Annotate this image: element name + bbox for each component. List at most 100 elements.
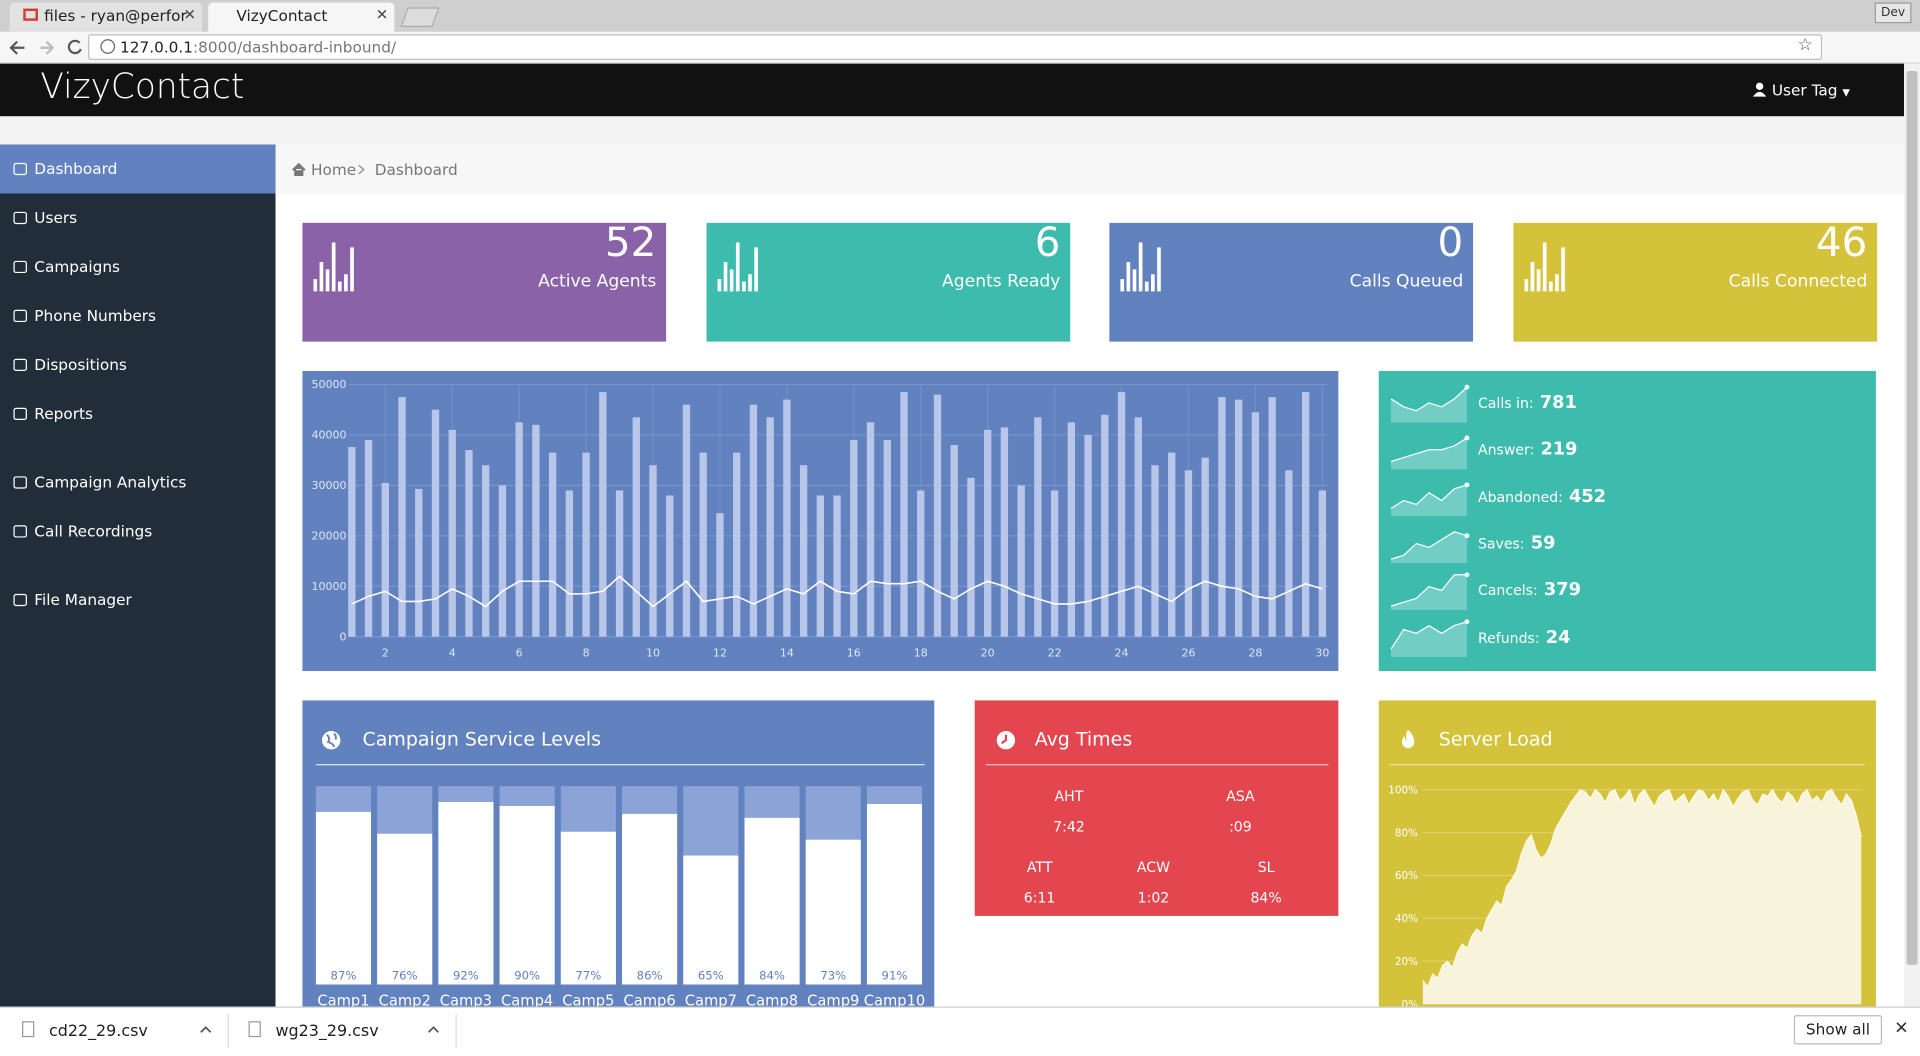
time-label: ACW xyxy=(1136,858,1171,876)
bar xyxy=(744,817,800,985)
chevron[interactable] xyxy=(427,1025,439,1035)
bar xyxy=(749,404,758,637)
stat-tile[interactable] xyxy=(706,222,1071,342)
bar xyxy=(917,490,925,637)
bar-label: 76% xyxy=(392,969,418,983)
nav-buttons[interactable] xyxy=(0,32,98,64)
sidebar-item[interactable]: Phone Numbers xyxy=(34,306,157,325)
x-tick-label: 10 xyxy=(646,646,660,659)
bar-label: 84% xyxy=(759,969,785,983)
profile-badge[interactable]: Dev xyxy=(1874,2,1912,24)
tab-active[interactable] xyxy=(208,2,395,32)
category-label: Camp4 xyxy=(501,992,553,1009)
stat-tile[interactable] xyxy=(1109,222,1474,342)
sidebar-active xyxy=(0,144,276,194)
bar xyxy=(805,839,861,985)
tab-close[interactable]: ✕ xyxy=(375,6,389,24)
sparkline-dot xyxy=(1464,619,1470,625)
bar-label: 77% xyxy=(575,969,601,983)
stat-value: 24 xyxy=(1545,627,1571,648)
sparkline-area xyxy=(1391,387,1467,423)
user-name: User Tag xyxy=(1771,80,1838,100)
bar xyxy=(1034,417,1042,637)
sidebar-item[interactable]: Campaign Analytics xyxy=(34,472,187,492)
bar-label: 90% xyxy=(514,969,540,983)
bar xyxy=(364,439,373,637)
sidebar-item[interactable]: File Manager xyxy=(34,590,132,609)
bar xyxy=(415,488,423,637)
bar xyxy=(1050,490,1059,637)
bar xyxy=(582,452,590,637)
time-label: ATT xyxy=(1026,858,1053,876)
sidebar-item[interactable]: Reports xyxy=(34,404,94,423)
x-tick-label: 20 xyxy=(981,646,995,659)
bar xyxy=(1234,399,1243,637)
bar xyxy=(1168,452,1176,637)
show-all-button[interactable]: Show all xyxy=(1793,1015,1883,1045)
tab-title: files - ryan@perfor xyxy=(44,6,187,25)
tile-value: 46 xyxy=(1815,217,1868,266)
globe-icon xyxy=(322,731,341,750)
bar xyxy=(900,392,908,637)
bar xyxy=(1184,470,1193,637)
sidebar-icon xyxy=(13,593,27,607)
area-fill xyxy=(1422,789,1862,1005)
breadcrumb-home[interactable]: Home xyxy=(311,160,357,179)
home-icon xyxy=(292,162,306,177)
bar xyxy=(967,477,975,637)
tab[interactable] xyxy=(9,2,203,32)
category-label: Camp3 xyxy=(440,992,492,1009)
sparkline-dot xyxy=(1464,384,1470,390)
file-icon xyxy=(248,1021,261,1038)
bar-label: 91% xyxy=(882,969,908,983)
user-menu[interactable]: User Tag ▼ xyxy=(1771,80,1850,100)
url: 127.0.0.1:8000/dashboard-inbound/ xyxy=(120,38,396,56)
bar xyxy=(532,424,540,637)
close-downloads[interactable]: ✕ xyxy=(1894,1018,1909,1039)
brand[interactable]: VizyContact xyxy=(40,66,245,107)
bar xyxy=(448,429,456,637)
bar xyxy=(1201,457,1209,637)
sidebar-item[interactable]: Call Recordings xyxy=(34,521,153,541)
url-path: :8000/dashboard-inbound/ xyxy=(193,37,397,57)
sparkline-dot xyxy=(1464,572,1470,578)
download-item[interactable]: wg23_29.csv xyxy=(275,1022,379,1041)
bar xyxy=(1301,392,1310,637)
tab-close[interactable]: ✕ xyxy=(183,6,196,24)
scroll-thumb[interactable] xyxy=(1906,71,1918,965)
y-tick-label: 80% xyxy=(1395,827,1418,839)
divider xyxy=(315,764,925,766)
sparkline xyxy=(1390,531,1468,560)
bar xyxy=(548,452,557,637)
bar xyxy=(866,422,875,637)
stat-tile[interactable] xyxy=(1513,222,1878,342)
bar xyxy=(733,452,741,637)
bookmark-star[interactable]: ☆ xyxy=(1797,35,1813,56)
sidebar-item[interactable]: Dispositions xyxy=(34,355,127,374)
sidebar-item[interactable]: Users xyxy=(34,208,78,227)
sidebar-item[interactable]: Dashboard xyxy=(34,159,118,178)
stat-tile[interactable] xyxy=(302,222,667,342)
sparkline xyxy=(1390,437,1468,463)
chevron[interactable] xyxy=(200,1025,212,1035)
url-host: 127.0.0.1 xyxy=(120,37,194,57)
area-line xyxy=(1422,788,1862,989)
panel-title: Campaign Service Levels xyxy=(362,728,602,751)
y-tick-label: 10000 xyxy=(311,580,346,593)
category-label: Camp9 xyxy=(807,992,859,1009)
bar-label: 92% xyxy=(453,969,479,983)
bar xyxy=(398,397,406,637)
icon-bars xyxy=(717,242,758,292)
info-icon xyxy=(100,39,116,54)
url-box[interactable] xyxy=(88,34,1823,61)
download-item[interactable]: cd22_29.csv xyxy=(48,1022,148,1041)
bar xyxy=(1251,412,1260,637)
category-label: Camp1 xyxy=(317,992,369,1009)
x-tick-label: 18 xyxy=(914,646,928,659)
time-value: 1:02 xyxy=(1137,888,1170,907)
user-icon xyxy=(1752,82,1767,97)
bar xyxy=(622,813,678,985)
sidebar-item[interactable]: Campaigns xyxy=(34,257,121,276)
tile-value: 52 xyxy=(604,217,657,266)
tile-icon xyxy=(1120,242,1161,292)
